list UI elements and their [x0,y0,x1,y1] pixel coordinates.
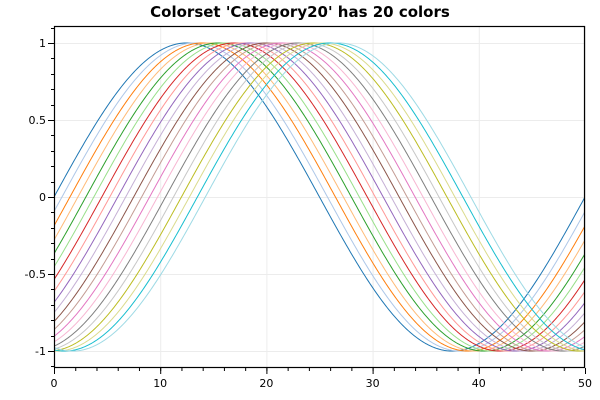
series-line [54,42,585,352]
series-line [54,42,585,352]
y-axis: 1 0.5 0 -0.5 -1 [25,28,54,367]
x-tick-label: 50 [578,377,592,390]
series-line [54,42,585,352]
y-tick-label: 0.5 [29,114,47,127]
series-line [54,42,585,352]
x-axis: 0 10 20 30 40 50 [51,368,592,390]
plot-frame [53,25,586,369]
series-line [54,42,585,352]
series-line [54,42,585,352]
series-line [54,42,585,352]
series-line [54,42,585,352]
series-line [54,42,585,352]
series-line [54,42,585,352]
x-tick-label: 0 [51,377,58,390]
y-tick-label: 1 [39,37,46,50]
series-lines [54,42,585,352]
y-tick-label: -1 [35,345,46,358]
x-tick-label: 10 [153,377,167,390]
x-tick-label: 40 [472,377,486,390]
plot-border [53,25,586,369]
series-line [54,42,585,352]
chart-title: Colorset 'Category20' has 20 colors [150,3,450,21]
x-tick-label: 30 [366,377,380,390]
x-tick-label: 20 [259,377,273,390]
series-line [54,42,585,352]
series-line [54,42,585,352]
y-tick-label: -0.5 [25,268,46,281]
series-line [54,42,585,352]
series-line [54,42,585,352]
y-tick-label: 0 [39,191,46,204]
